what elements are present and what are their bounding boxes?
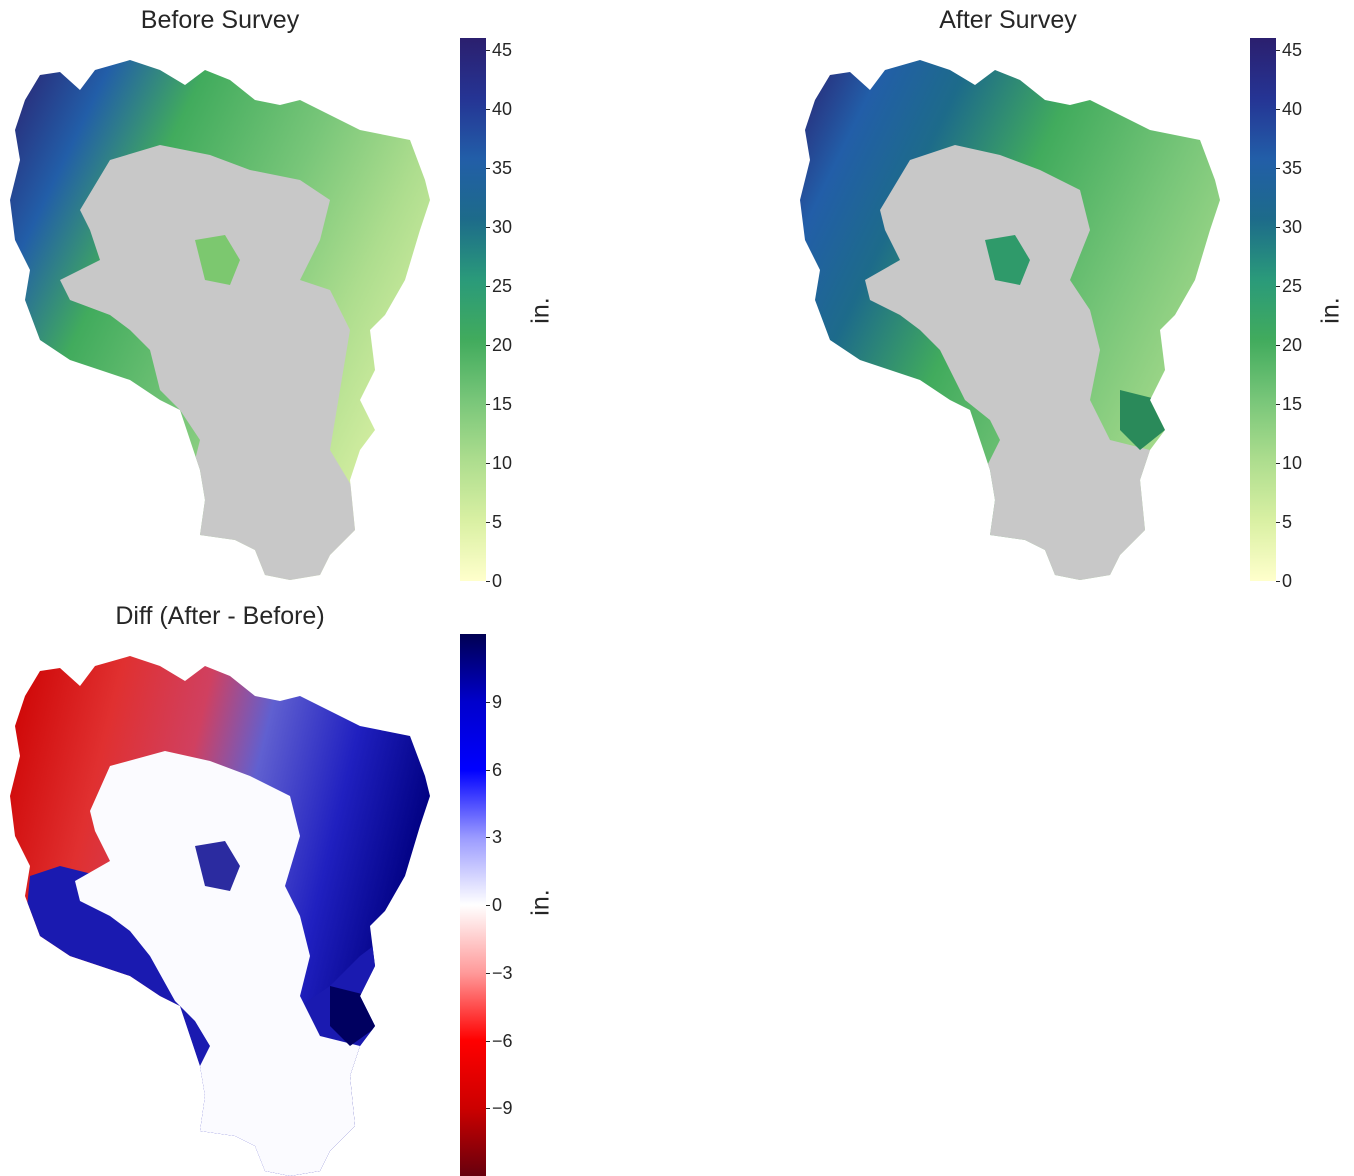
colorbar-tick-label: 3 [492, 827, 503, 848]
colorbar-tick-mark [486, 285, 490, 287]
before-survey-map [10, 60, 430, 580]
colorbar-tick-label: 5 [492, 511, 503, 532]
colorbar-tick-label: 30 [1282, 216, 1303, 237]
after-survey-panel: After Survey 0 5 10 15 20 25 30 35 40 45 in. [790, 0, 1354, 590]
colorbar-tick-label: 20 [492, 334, 513, 355]
colorbar-tick-label: 35 [1282, 157, 1303, 178]
colorbar-tick-label: 0 [492, 571, 503, 591]
colorbar-tick-mark [486, 226, 490, 228]
colorbar-tick-label: 15 [1282, 393, 1303, 414]
colorbar-tick-mark [1276, 521, 1280, 523]
colorbar-tick-mark [1276, 344, 1280, 346]
after-survey-title: After Survey [939, 6, 1077, 34]
colorbar-tick-label: 9 [492, 691, 503, 712]
before-survey-panel: Before Survey 0 5 10 15 20 25 30 35 40 45 in. [0, 0, 560, 590]
diff-title: Diff (After - Before) [115, 602, 325, 630]
colorbar-tick-mark [1276, 403, 1280, 405]
colorbar-tick-mark [1276, 167, 1280, 169]
colorbar-tick-mark [486, 462, 490, 464]
colorbar-tick-mark [486, 581, 490, 582]
colorbar-tick-label: 25 [1282, 275, 1303, 296]
colorbar-tick-mark [1276, 108, 1280, 110]
after-survey-map [800, 60, 1220, 580]
colorbar-tick-mark [486, 521, 490, 523]
colorbar-tick-mark [1276, 462, 1280, 464]
colorbar-tick-mark [1276, 581, 1280, 582]
colorbar-tick-mark [486, 837, 490, 839]
before-colorbar [460, 38, 486, 581]
colorbar-tick-mark [486, 49, 490, 51]
colorbar-tick-mark [486, 1040, 490, 1042]
colorbar-tick-label: −6 [492, 1030, 513, 1051]
colorbar-tick-label: 0 [492, 895, 503, 915]
colorbar-tick-label: 5 [1282, 511, 1293, 532]
colorbar-tick-label: 0 [1282, 571, 1293, 591]
colorbar-tick-mark [486, 905, 490, 906]
colorbar-tick-label: 20 [1282, 334, 1303, 355]
colorbar-tick-label: 10 [492, 452, 513, 473]
colorbar-tick-label: 40 [1282, 98, 1303, 119]
colorbar-tick-label: 45 [492, 39, 513, 60]
colorbar-tick-mark [486, 403, 490, 405]
diff-panel: Diff (After - Before) −9 −6 −3 0 3 6 9 in. [0, 596, 560, 1176]
colorbar-tick-label: 25 [492, 275, 513, 296]
colorbar-tick-label: 30 [492, 216, 513, 237]
colorbar-tick-mark [486, 344, 490, 346]
colorbar-tick-label: 15 [492, 393, 513, 414]
colorbar-tick-mark [1276, 226, 1280, 228]
after-colorbar [1250, 38, 1276, 581]
diff-colorbar-unit: in. [526, 889, 555, 916]
colorbar-tick-label: −3 [492, 962, 513, 983]
colorbar-tick-mark [486, 1108, 490, 1110]
colorbar-tick-mark [486, 972, 490, 974]
before-colorbar-unit: in. [526, 297, 555, 324]
colorbar-tick-label: −9 [492, 1098, 513, 1119]
colorbar-tick-mark [1276, 285, 1280, 287]
colorbar-tick-mark [486, 167, 490, 169]
colorbar-tick-label: 45 [1282, 39, 1303, 60]
colorbar-tick-mark [486, 769, 490, 771]
before-survey-title: Before Survey [140, 6, 300, 34]
after-colorbar-unit: in. [1316, 297, 1345, 324]
diff-colorbar [460, 634, 486, 1176]
colorbar-tick-mark [486, 108, 490, 110]
colorbar-tick-label: 35 [492, 157, 513, 178]
colorbar-tick-mark [486, 701, 490, 703]
colorbar-tick-label: 10 [1282, 452, 1303, 473]
colorbar-tick-mark [1276, 49, 1280, 51]
colorbar-tick-label: 40 [492, 98, 513, 119]
diff-map [10, 656, 430, 1176]
colorbar-tick-label: 6 [492, 759, 503, 780]
